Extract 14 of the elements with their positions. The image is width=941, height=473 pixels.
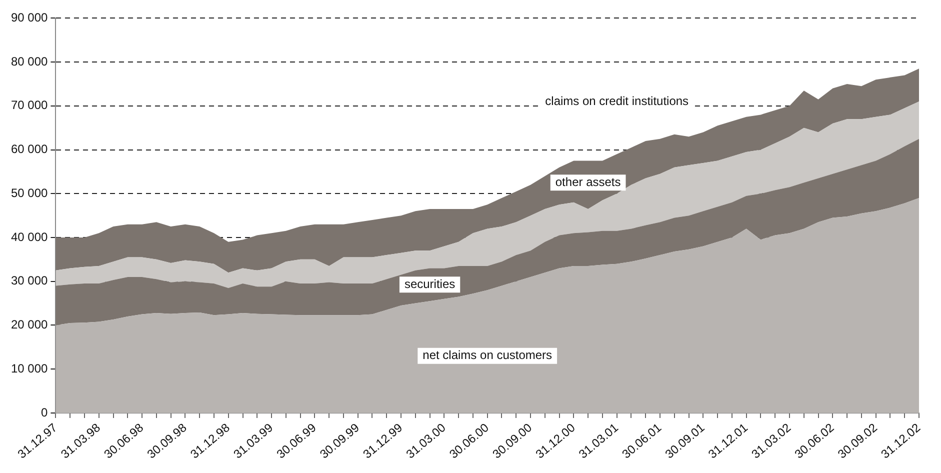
y-tick-label: 20 000 bbox=[11, 318, 48, 332]
y-tick-label: 50 000 bbox=[11, 186, 48, 200]
y-tick-label: 40 000 bbox=[11, 230, 48, 244]
annotation: claims on credit institutions bbox=[545, 94, 689, 108]
y-tick-label: 0 bbox=[41, 405, 48, 420]
y-tick-label: 90 000 bbox=[11, 10, 48, 25]
y-tick-label: 60 000 bbox=[11, 142, 48, 156]
annotation: securities bbox=[404, 276, 456, 291]
y-tick-label: 80 000 bbox=[11, 54, 48, 68]
annotation: other assets bbox=[555, 174, 621, 189]
annotation: net claims on customers bbox=[422, 348, 552, 362]
y-tick-label: 70 000 bbox=[11, 98, 48, 112]
y-tick-label: 30 000 bbox=[11, 274, 48, 288]
y-tick-label: 10 000 bbox=[11, 361, 48, 376]
